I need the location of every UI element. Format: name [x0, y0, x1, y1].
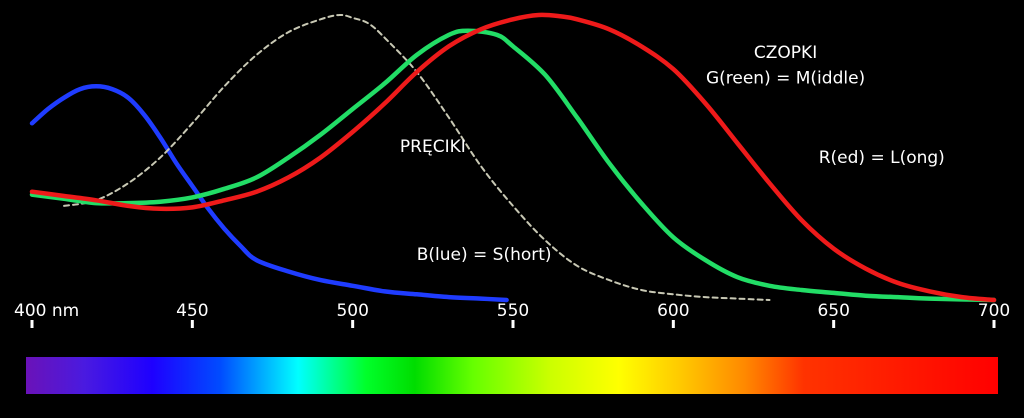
spectrum-bar [26, 357, 998, 394]
x-axis: 400 nm 450 500 550 600 650 700 [14, 301, 1010, 328]
curves-layer [29, 12, 997, 303]
x-tick-label: 500 [336, 301, 368, 321]
red-curve [29, 12, 997, 303]
rods-curve [63, 13, 771, 301]
blue-curve [29, 84, 509, 303]
x-tick-label: 600 [657, 301, 689, 321]
annotations-layer: CZOPKI G(reen) = M(iddle) PRĘCIKI R(ed) = L… [400, 43, 945, 265]
annotation-label: G(reen) = M(iddle) [706, 68, 865, 88]
green-curve [29, 28, 997, 303]
annotation-label: B(lue) = S(hort) [417, 245, 552, 265]
x-tick-label: 700 [978, 301, 1010, 321]
x-tick-label: 450 [176, 301, 208, 321]
annotation-label: PRĘCIKI [400, 137, 466, 157]
x-tick-label: 400 nm [14, 301, 79, 321]
x-tick-label: 650 [817, 301, 849, 321]
annotation-label: R(ed) = L(ong) [819, 148, 945, 168]
annotation-label: CZOPKI [754, 43, 817, 63]
x-tick-label: 550 [497, 301, 529, 321]
